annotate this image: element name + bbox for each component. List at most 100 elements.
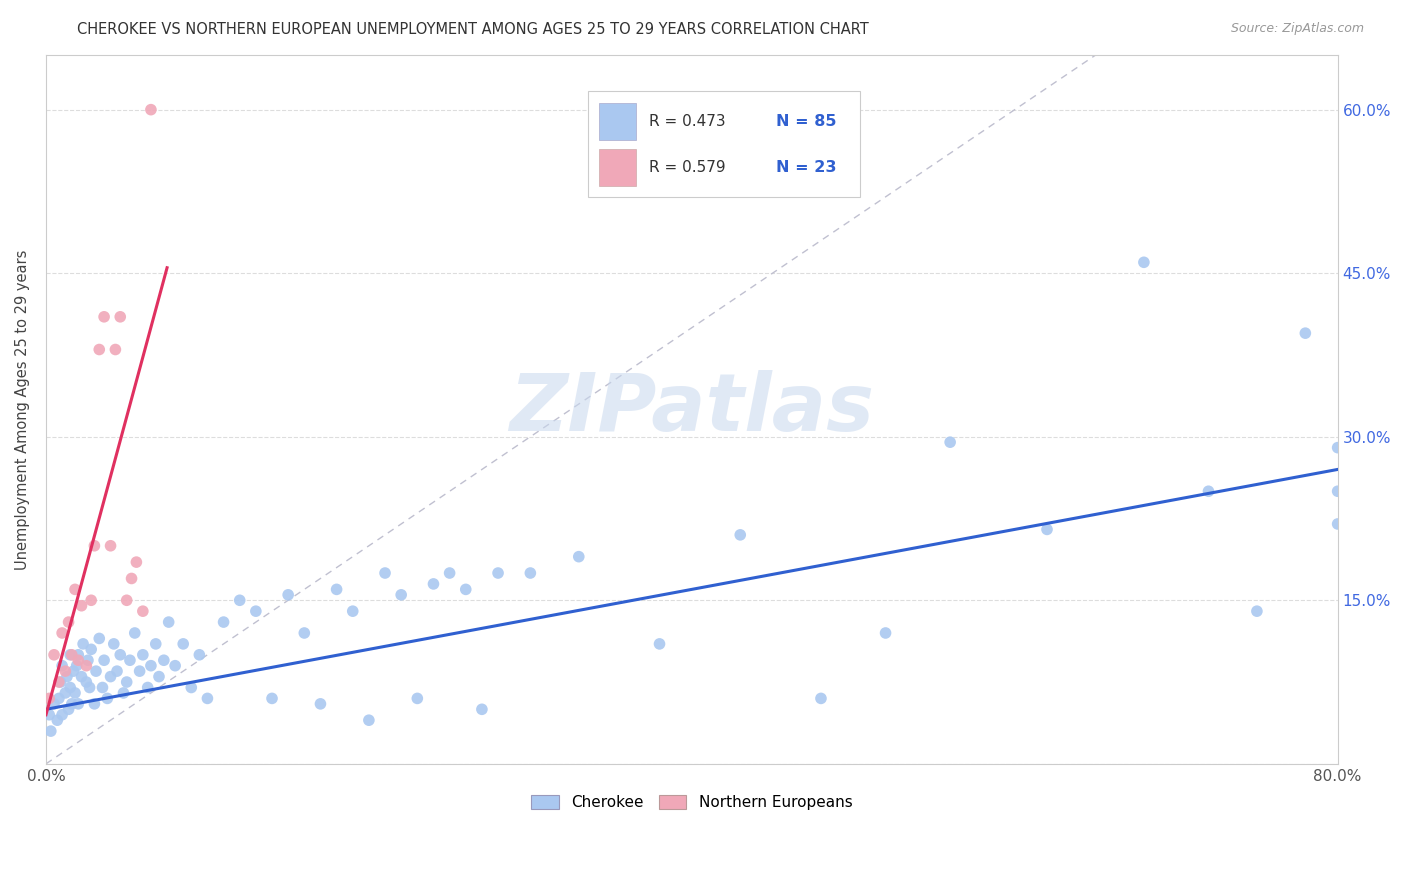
Point [79, 681, 101, 695]
Point [104, 343, 127, 357]
Point [118, 653, 141, 667]
Legend: Cherokee, Northern Europeans: Cherokee, Northern Europeans [526, 789, 859, 816]
Point [115, 675, 138, 690]
Point [374, 566, 396, 580]
Point [132, 604, 155, 618]
FancyBboxPatch shape [599, 103, 637, 140]
Point [454, 582, 477, 597]
Point [53, 686, 76, 700]
Point [70, 599, 93, 613]
Point [148, 670, 170, 684]
Point [157, 615, 180, 629]
Point [63, 686, 86, 700]
Point [197, 691, 219, 706]
Point [422, 577, 444, 591]
Point [51, 707, 73, 722]
Point [648, 637, 671, 651]
Point [48, 675, 70, 690]
Point [519, 566, 541, 580]
Text: R = 0.579: R = 0.579 [650, 160, 725, 175]
Point [42, 697, 65, 711]
Point [357, 713, 380, 727]
Point [486, 566, 509, 580]
Point [125, 555, 148, 569]
Point [53, 664, 76, 678]
Point [39, 724, 62, 739]
Text: CHEROKEE VS NORTHERN EUROPEAN UNEMPLOYMENT AMONG AGES 25 TO 29 YEARS CORRELATION: CHEROKEE VS NORTHERN EUROPEAN UNEMPLOYME… [77, 22, 869, 37]
Point [105, 664, 128, 678]
Point [72, 637, 94, 651]
Point [100, 539, 122, 553]
Point [145, 637, 167, 651]
Point [63, 582, 86, 597]
Point [100, 670, 122, 684]
Point [471, 702, 494, 716]
Point [46, 713, 69, 727]
Point [93, 653, 115, 667]
Point [875, 626, 897, 640]
Point [60, 648, 83, 662]
Point [110, 648, 132, 662]
Point [139, 103, 162, 117]
Point [1246, 604, 1268, 618]
Point [60, 697, 83, 711]
Text: ZIPatlas: ZIPatlas [509, 370, 875, 449]
Point [84, 664, 107, 678]
Point [128, 664, 150, 678]
Point [51, 626, 73, 640]
Point [80, 593, 103, 607]
Point [1036, 523, 1059, 537]
Point [165, 658, 187, 673]
Point [93, 310, 115, 324]
Point [228, 593, 250, 607]
Point [38, 707, 60, 722]
Point [59, 648, 82, 662]
Point [260, 691, 283, 706]
Point [49, 675, 72, 690]
Point [188, 648, 211, 662]
Point [132, 648, 155, 662]
Point [83, 697, 105, 711]
Point [48, 691, 70, 706]
Point [180, 681, 202, 695]
Point [172, 637, 194, 651]
Point [110, 310, 132, 324]
Point [56, 670, 79, 684]
Point [51, 658, 73, 673]
Point [153, 653, 176, 667]
Point [89, 632, 111, 646]
Point [1294, 326, 1316, 340]
Point [112, 686, 135, 700]
Point [277, 588, 299, 602]
Point [406, 691, 429, 706]
Point [121, 572, 143, 586]
Point [62, 664, 84, 678]
Point [136, 681, 159, 695]
Point [42, 648, 65, 662]
Point [292, 626, 315, 640]
Point [439, 566, 461, 580]
Point [1133, 255, 1156, 269]
Point [70, 670, 93, 684]
Point [89, 343, 111, 357]
Point [309, 697, 332, 711]
Point [58, 615, 80, 629]
Point [124, 626, 146, 640]
Point [1198, 484, 1220, 499]
Point [342, 604, 364, 618]
Point [1326, 441, 1348, 455]
Point [80, 642, 103, 657]
Point [38, 691, 60, 706]
Point [1326, 484, 1348, 499]
Point [91, 681, 114, 695]
Text: N = 23: N = 23 [776, 160, 837, 175]
Point [83, 539, 105, 553]
Point [568, 549, 591, 564]
Point [67, 697, 90, 711]
Point [325, 582, 347, 597]
Point [139, 658, 162, 673]
Point [389, 588, 412, 602]
Point [103, 637, 125, 651]
Text: R = 0.473: R = 0.473 [650, 114, 725, 129]
Point [67, 653, 90, 667]
